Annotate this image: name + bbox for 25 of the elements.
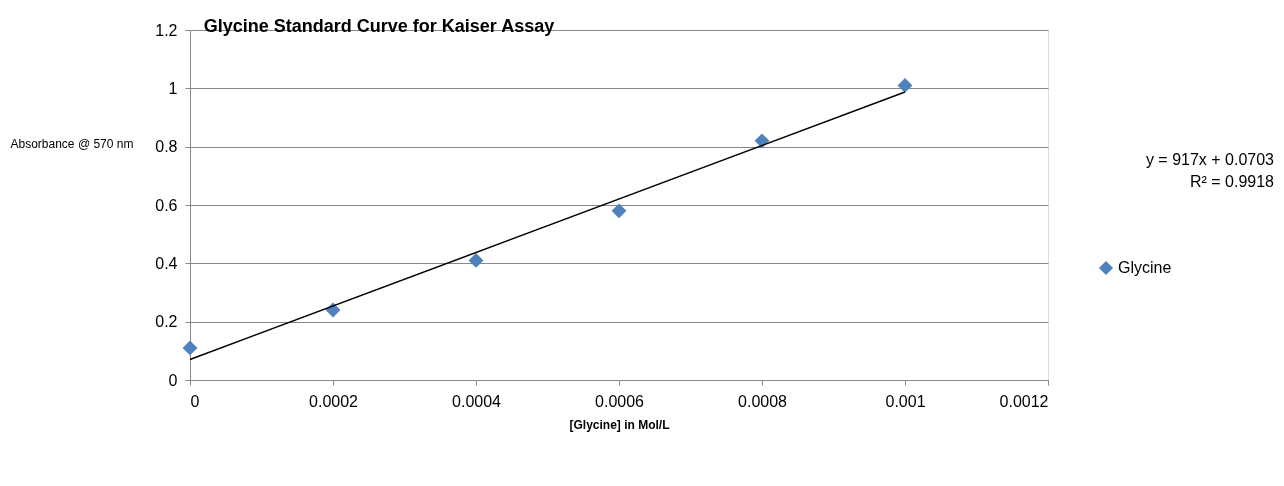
x-tick-label: 0.0004 — [452, 392, 502, 410]
text: y = 917x + 0.0703 R² = 0.9918 — [1145, 151, 1275, 190]
x-tick-label: 0.0008 — [738, 392, 788, 410]
chart-title: Glycine Standard Curve for Kaiser Assay — [203, 16, 555, 36]
y-tick-label: 1.2 — [155, 21, 178, 39]
y-tick-label: 0.4 — [155, 254, 178, 272]
x-tick-label: 0 — [190, 392, 200, 410]
x-axis-title: [Glycine] in Mol/L — [569, 417, 670, 432]
point — [325, 302, 341, 318]
x-tick-label: 0.0012 — [999, 392, 1049, 410]
point — [611, 203, 627, 219]
y-tick-label: 0.8 — [155, 138, 178, 156]
x-tick-label: 0.001 — [885, 392, 926, 410]
point — [182, 340, 198, 356]
y-tick-label: 0.6 — [155, 196, 178, 214]
x-tick-label: 0.0006 — [595, 392, 645, 410]
y-tick-label: 0.2 — [155, 313, 178, 331]
point — [897, 78, 913, 93]
y-tick-label: 0 — [168, 371, 178, 389]
y-axis-title: Absorbance @ 570 nm — [10, 136, 134, 151]
x-tick-label: 0.0002 — [309, 392, 359, 410]
legend-label: Glycine — [1118, 259, 1172, 276]
y-tick-label: 1 — [168, 79, 178, 97]
point — [754, 133, 770, 149]
point — [468, 253, 484, 268]
